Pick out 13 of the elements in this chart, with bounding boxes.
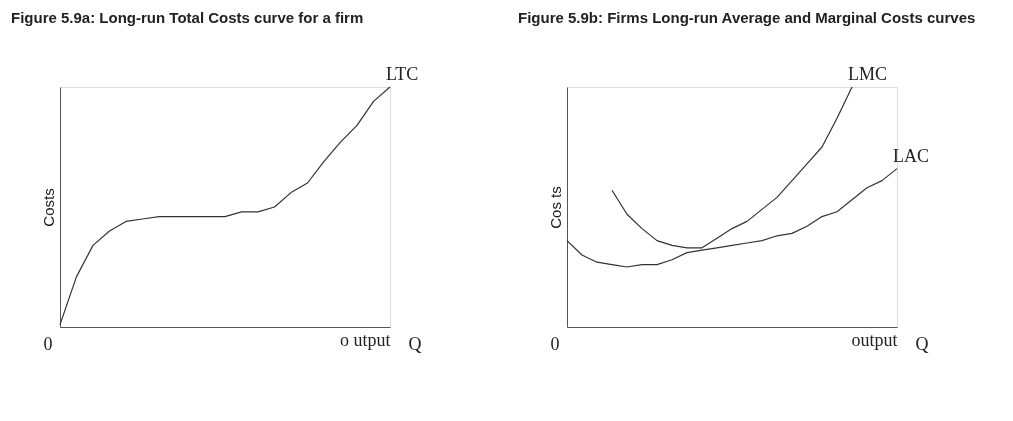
chart-title: Figure 5.9a: Long-run Total Costs curve for a firm xyxy=(11,9,364,26)
text: 0 xyxy=(43,334,53,354)
x-axis-title: output xyxy=(851,329,898,350)
text: Q xyxy=(915,334,929,354)
text: 0 xyxy=(550,334,560,354)
x-axis-title: o utput xyxy=(339,329,391,350)
text: Q xyxy=(408,334,422,354)
series-label: LTC xyxy=(386,64,419,84)
chart-title: Figure 5.9b: Firms Long-run Average and Marginal Costs curves xyxy=(518,9,976,26)
series-label: LMC xyxy=(848,64,888,84)
series-label: LAC xyxy=(893,145,929,166)
y-axis-title: Costs xyxy=(39,188,57,227)
y-axis-title: Cos ts xyxy=(546,186,564,229)
